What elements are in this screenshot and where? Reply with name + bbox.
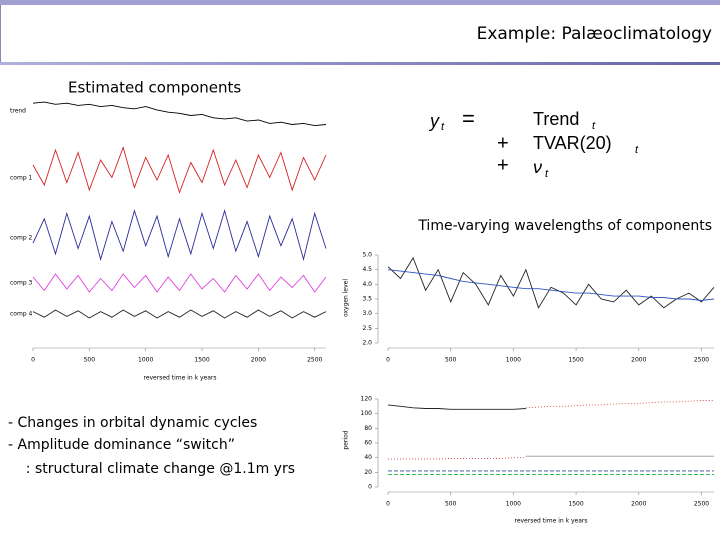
y-tick-label: 2.5 (362, 325, 372, 332)
series-line (387, 269, 715, 301)
x-tick-label: 1000 (138, 357, 153, 364)
eq-term: ν (533, 157, 542, 177)
series-line (525, 400, 714, 409)
x-tick-label: 1000 (506, 357, 521, 364)
panel-label: comp 2 (10, 235, 33, 242)
y-tick-label: 60 (364, 440, 372, 447)
y-tick-label: 0 (368, 484, 372, 491)
panel-label: trend (10, 108, 26, 115)
eq-term: TVAR(20) (533, 133, 612, 153)
x-tick-label: 0 (31, 357, 35, 364)
x-axis-label: reversed time in k years (143, 375, 216, 382)
y-tick-label: 5.0 (362, 252, 372, 259)
x-tick-label: 1500 (194, 357, 209, 364)
x-tick-label: 500 (445, 357, 457, 364)
x-tick-label: 2500 (694, 357, 709, 364)
panel-label: comp 3 (10, 280, 33, 287)
x-tick-label: 1500 (568, 357, 583, 364)
panel-line (32, 146, 327, 194)
x-tick-label: 2500 (694, 501, 709, 508)
y-tick-label: 3.5 (362, 296, 372, 303)
x-tick-label: 2000 (251, 357, 266, 364)
slide-title: Example: Palæoclimatology (477, 24, 712, 44)
bullet: : structural climate change @1.1m yrs (8, 461, 295, 477)
eq-term: Trend (533, 109, 579, 129)
left-heading: Estimated components (68, 79, 241, 97)
x-tick-label: 500 (445, 501, 457, 508)
y-tick-label: 3.0 (362, 310, 372, 317)
eq-sub: t (592, 120, 596, 132)
series-line (387, 256, 715, 309)
eq-sub: t (545, 168, 549, 180)
eq-lhs: y (428, 111, 440, 131)
eq-op: + (497, 154, 509, 176)
x-tick-label: 0 (386, 357, 390, 364)
y-tick-label: 4.5 (362, 266, 372, 273)
eq-sub: t (635, 144, 639, 156)
panel-label: comp 1 (10, 175, 33, 182)
x-axis-label: reversed time in k years (514, 518, 587, 525)
x-tick-label: 2500 (307, 357, 322, 364)
eq-sign: = (462, 106, 475, 131)
y-axis-label: period (343, 430, 350, 449)
x-tick-label: 0 (386, 501, 390, 508)
y-tick-label: 120 (361, 396, 373, 403)
x-tick-label: 1500 (568, 501, 583, 508)
y-axis-label: oxygen level (343, 279, 350, 317)
x-tick-label: 2000 (631, 501, 646, 508)
series-line (388, 457, 526, 460)
x-tick-label: 1000 (506, 501, 521, 508)
top-bar (0, 0, 720, 5)
series-line (387, 404, 526, 410)
title-rule (0, 62, 720, 65)
y-tick-label: 40 (364, 454, 372, 461)
y-tick-label: 4.0 (362, 281, 372, 288)
panel-line (32, 273, 327, 293)
y-tick-label: 2.0 (362, 340, 372, 347)
y-tick-label: 20 (364, 469, 372, 476)
eq-lhs-sub: t (441, 121, 445, 133)
panel-label: comp 4 (10, 311, 33, 318)
bullet: - Changes in orbital dynamic cycles (8, 415, 257, 431)
panel-line (32, 209, 327, 262)
y-tick-label: 80 (364, 425, 372, 432)
panel-line (32, 101, 327, 127)
bullets: - Changes in orbital dynamic cycles - Am… (8, 415, 295, 477)
bullet: - Amplitude dominance “switch” (8, 437, 235, 453)
right-heading: Time-varying wavelengths of components (417, 218, 712, 234)
x-tick-label: 500 (84, 357, 96, 364)
y-tick-label: 100 (361, 410, 373, 417)
panel-line (32, 309, 327, 319)
x-tick-label: 2000 (631, 357, 646, 364)
equation: y t = + + Trend t TVAR(20) t ν t (428, 106, 639, 180)
eq-op: + (497, 132, 509, 154)
